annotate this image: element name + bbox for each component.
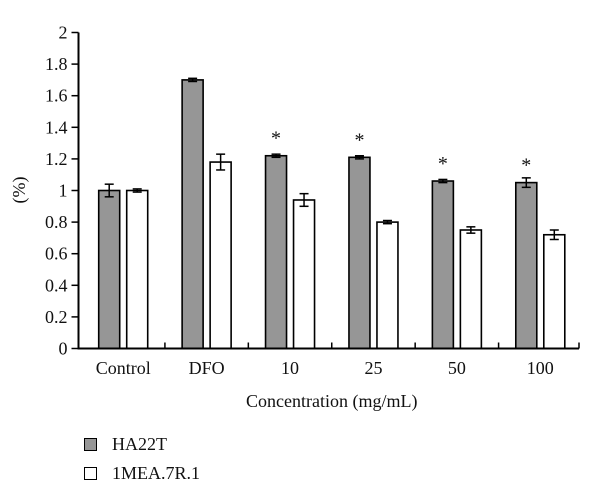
- y-tick-label-0.4: 0.4: [45, 275, 68, 295]
- error-bar-1MEA.7R.1-10: [299, 192, 309, 208]
- legend-label-1mea7r1: 1MEA.7R.1: [112, 463, 201, 483]
- y-tick-label-1.8: 1.8: [45, 54, 68, 74]
- error-bar-1MEA.7R.1-50: [466, 226, 476, 234]
- x-tick-label-100: 100: [527, 358, 554, 378]
- y-tick-label-0: 0: [59, 339, 68, 359]
- y-tick-label-1: 1: [59, 181, 68, 201]
- error-bar-1MEA.7R.1-Control: [132, 188, 142, 193]
- legend-swatch-ha22t: [84, 437, 97, 451]
- y-tick-label-1.2: 1.2: [45, 149, 68, 169]
- error-bar-1MEA.7R.1-25: [382, 219, 392, 225]
- bar-1MEA.7R.1-50: [459, 229, 483, 350]
- error-bar-1MEA.7R.1-100: [549, 229, 559, 241]
- significance-asterisk-25: *: [354, 129, 364, 151]
- bar-HA22T-Control: [97, 189, 121, 350]
- bar-HA22T-100: [514, 181, 538, 350]
- bar-HA22T-10: [264, 154, 288, 350]
- x-tick-label-DFO: DFO: [189, 358, 225, 378]
- error-bar-HA22T-50: [438, 178, 448, 184]
- x-axis-title: Concentration (mg/mL): [246, 391, 417, 412]
- x-tick-label-10: 10: [281, 358, 299, 378]
- bar-1MEA.7R.1-100: [542, 233, 566, 350]
- bar-HA22T-50: [431, 180, 455, 350]
- bar-HA22T-DFO: [181, 79, 204, 350]
- legend-swatch-1mea7r1: [84, 466, 97, 480]
- significance-asterisk-50: *: [438, 153, 448, 175]
- legend-item-ha22t: HA22T: [84, 435, 200, 453]
- legend: HA22T 1MEA.7R.1: [84, 435, 200, 482]
- significance-asterisk-100: *: [521, 155, 531, 177]
- y-axis-title: (%): [9, 177, 30, 204]
- error-bar-HA22T-DFO: [188, 77, 198, 83]
- x-tick-label-50: 50: [448, 358, 466, 378]
- bar-HA22T-25: [348, 156, 371, 350]
- error-bar-HA22T-Control: [104, 183, 114, 198]
- bar-1MEA.7R.1-DFO: [209, 161, 232, 350]
- y-tick-label-0.6: 0.6: [45, 244, 68, 264]
- error-bar-HA22T-25: [354, 154, 364, 160]
- error-bar-1MEA.7R.1-DFO: [216, 153, 226, 171]
- y-tick-label-2: 2: [59, 23, 68, 43]
- bar-chart: * * * * 0 0.2 0.4 0.6 0.8 1 1.2 1.4 1.6 1.8 2 Control DF…: [9, 23, 580, 412]
- bar-1MEA.7R.1-25: [376, 221, 399, 350]
- x-tick-label-Control: Control: [96, 358, 151, 378]
- error-bar-HA22T-100: [521, 177, 531, 189]
- legend-label-ha22t: HA22T: [112, 434, 167, 454]
- error-bar-HA22T-10: [271, 153, 281, 159]
- bar-1MEA.7R.1-Control: [125, 189, 149, 350]
- y-tick-label-0.8: 0.8: [45, 212, 68, 232]
- y-tick-label-0.2: 0.2: [45, 307, 68, 327]
- x-tick-label-25: 25: [364, 358, 382, 378]
- y-tick-label-1.6: 1.6: [45, 86, 68, 106]
- bar-1MEA.7R.1-10: [292, 199, 316, 350]
- y-tick-label-1.4: 1.4: [45, 117, 68, 137]
- legend-item-1mea7r1: 1MEA.7R.1: [84, 464, 200, 482]
- significance-asterisk-10: *: [271, 128, 281, 150]
